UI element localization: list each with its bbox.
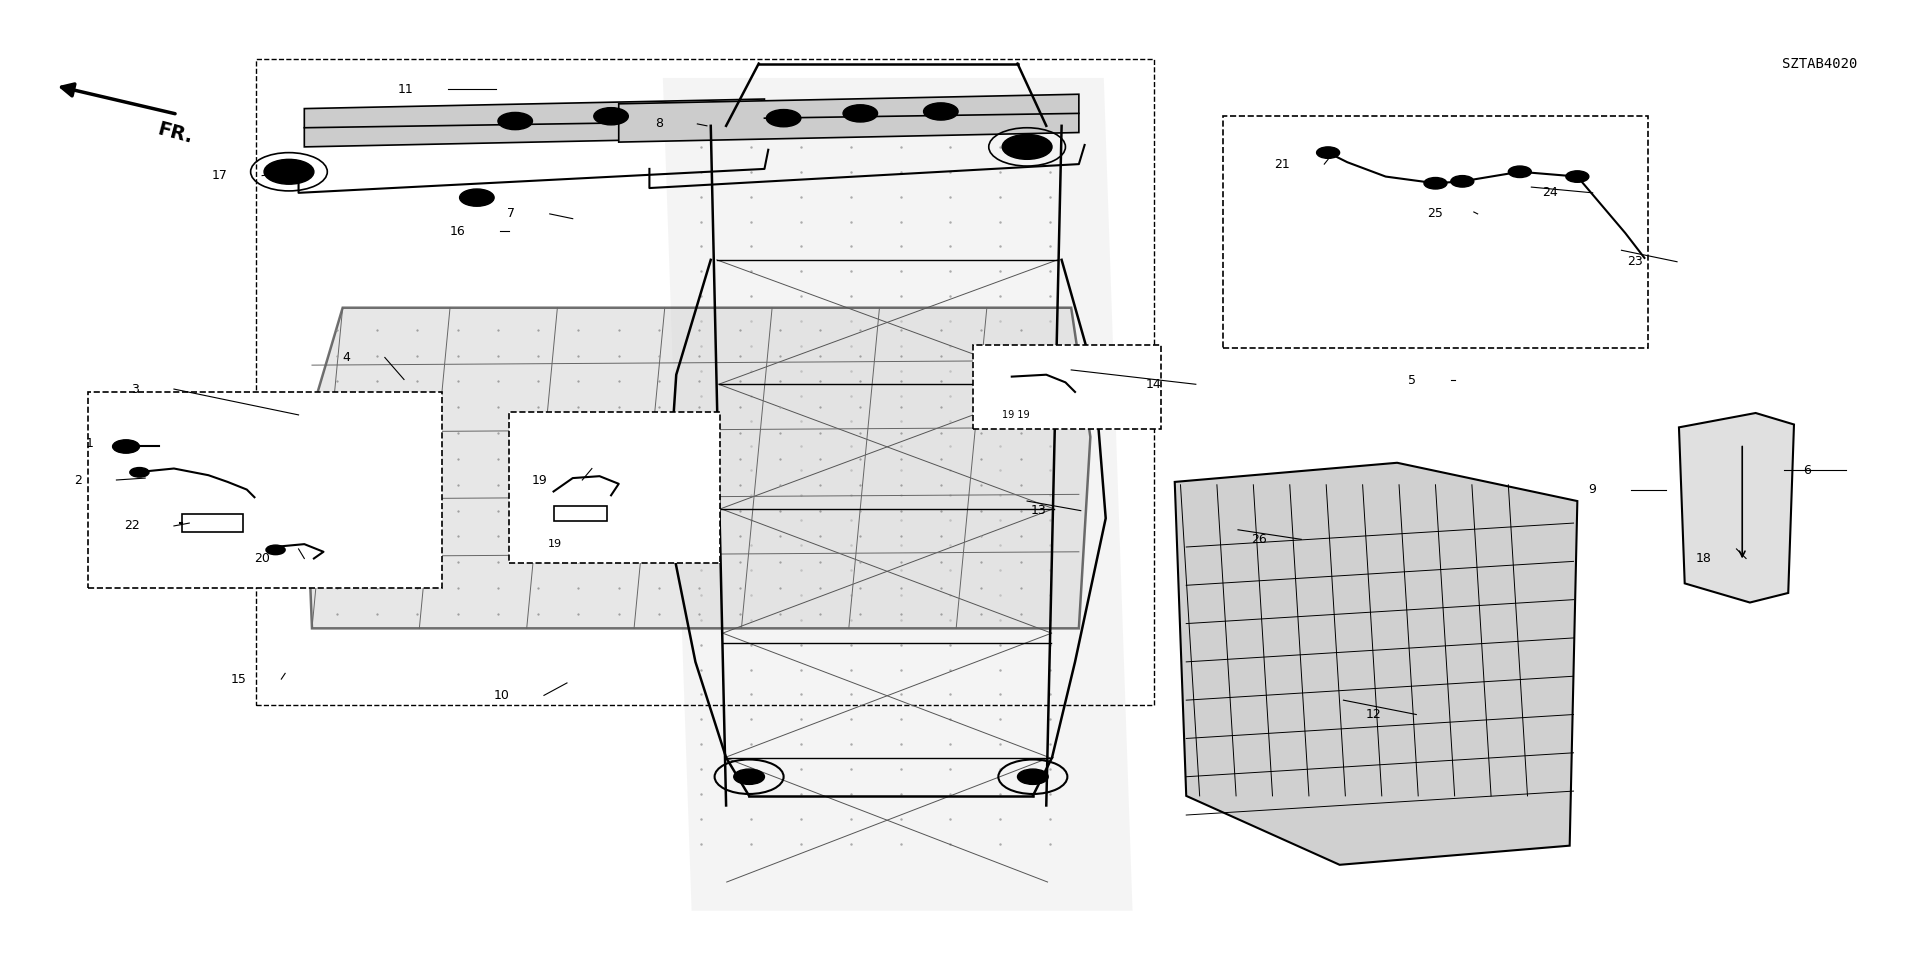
Text: 26: 26	[1252, 533, 1267, 546]
Text: 15: 15	[230, 673, 248, 685]
Circle shape	[733, 769, 764, 784]
Text: 7: 7	[507, 207, 515, 221]
Circle shape	[131, 468, 150, 477]
Polygon shape	[303, 308, 1091, 629]
Polygon shape	[662, 78, 1133, 911]
FancyBboxPatch shape	[509, 412, 720, 564]
Circle shape	[1002, 134, 1052, 159]
Circle shape	[843, 105, 877, 122]
Bar	[553, 506, 607, 521]
Text: 12: 12	[1365, 708, 1382, 721]
Circle shape	[1509, 166, 1532, 178]
Text: 20: 20	[253, 552, 271, 565]
Circle shape	[924, 103, 958, 120]
Text: 18: 18	[1695, 552, 1711, 565]
Text: 23: 23	[1626, 255, 1642, 268]
Circle shape	[497, 112, 532, 130]
Circle shape	[1452, 176, 1475, 187]
Text: 2: 2	[75, 473, 83, 487]
Circle shape	[766, 109, 801, 127]
Text: 19: 19	[532, 473, 547, 487]
Bar	[182, 515, 244, 532]
Text: 5: 5	[1407, 374, 1417, 387]
Text: 22: 22	[123, 519, 140, 533]
FancyBboxPatch shape	[1223, 116, 1647, 348]
Circle shape	[113, 440, 140, 453]
Text: 21: 21	[1275, 157, 1290, 171]
Text: 8: 8	[655, 117, 662, 131]
Text: 25: 25	[1427, 207, 1444, 221]
Polygon shape	[1175, 463, 1578, 865]
Circle shape	[459, 189, 493, 206]
Text: 3: 3	[132, 383, 140, 396]
Text: 11: 11	[397, 83, 413, 96]
Text: 4: 4	[342, 351, 349, 364]
Text: 19 19: 19 19	[1002, 410, 1029, 420]
Circle shape	[593, 108, 628, 125]
Polygon shape	[303, 99, 764, 147]
Circle shape	[1018, 769, 1048, 784]
Circle shape	[1425, 178, 1448, 189]
Circle shape	[1317, 147, 1340, 158]
Text: 24: 24	[1542, 186, 1559, 200]
Circle shape	[267, 545, 286, 555]
Polygon shape	[618, 94, 1079, 142]
Text: 1: 1	[86, 437, 94, 450]
Circle shape	[1567, 171, 1590, 182]
Text: 16: 16	[449, 225, 465, 238]
Text: 9: 9	[1588, 483, 1597, 496]
Circle shape	[265, 159, 313, 184]
Text: FR.: FR.	[156, 119, 194, 147]
Text: 10: 10	[493, 689, 509, 702]
Text: 13: 13	[1031, 504, 1046, 517]
Text: 14: 14	[1146, 378, 1162, 391]
FancyBboxPatch shape	[973, 345, 1162, 429]
Text: 6: 6	[1803, 464, 1811, 477]
Text: 19: 19	[547, 540, 563, 549]
Polygon shape	[1678, 413, 1793, 603]
Text: SZTAB4020: SZTAB4020	[1782, 57, 1857, 71]
FancyBboxPatch shape	[88, 392, 442, 588]
Text: 17: 17	[211, 169, 228, 182]
